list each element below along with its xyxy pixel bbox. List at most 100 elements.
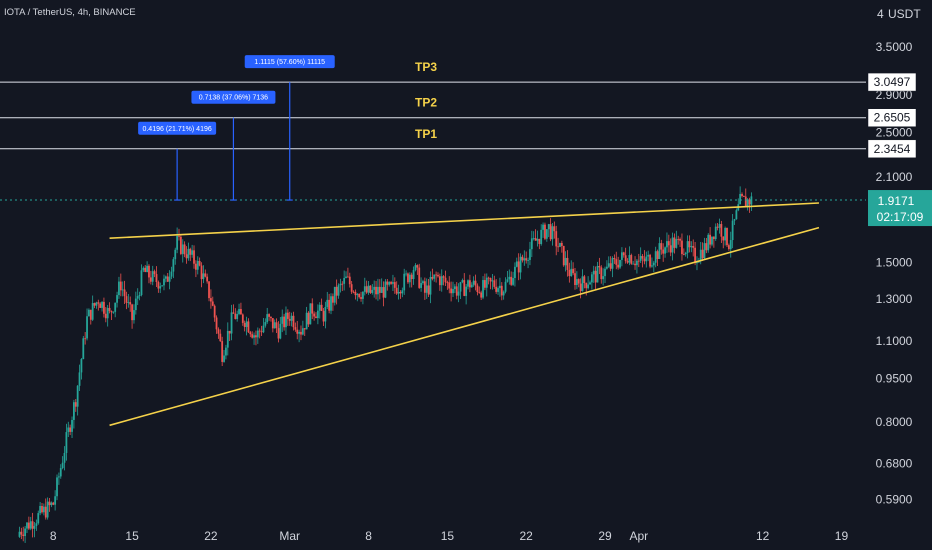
candle-body bbox=[303, 328, 306, 330]
candle-body bbox=[660, 243, 663, 250]
candle-body bbox=[350, 284, 353, 292]
candle-body bbox=[178, 235, 180, 237]
candle-body bbox=[703, 243, 706, 259]
candle-body bbox=[696, 262, 698, 264]
target-label-tp2: TP2 bbox=[415, 96, 437, 110]
candle-body bbox=[425, 285, 428, 293]
candle-body bbox=[362, 291, 364, 299]
target-price-tag bbox=[867, 139, 917, 159]
candle-body bbox=[283, 316, 285, 328]
candle-body bbox=[307, 312, 310, 325]
candle-body bbox=[69, 427, 72, 432]
candle-body bbox=[356, 293, 359, 296]
candle-body bbox=[410, 274, 413, 280]
candle-body bbox=[37, 513, 40, 524]
candle-body bbox=[405, 273, 407, 275]
candle-body bbox=[44, 506, 47, 518]
candle-body bbox=[448, 282, 451, 289]
candle-body bbox=[604, 268, 606, 277]
candle-body bbox=[328, 299, 331, 311]
candle-body bbox=[39, 505, 42, 514]
candle-body bbox=[592, 270, 595, 275]
candle-body bbox=[258, 330, 261, 332]
candle-body bbox=[31, 521, 34, 529]
x-tick-label: 19 bbox=[835, 529, 849, 543]
candle-body bbox=[594, 270, 597, 283]
candle-body bbox=[686, 241, 689, 253]
candle-body bbox=[422, 281, 424, 284]
candle-body bbox=[570, 268, 573, 277]
candle-body bbox=[380, 287, 383, 293]
candle-body bbox=[27, 522, 30, 529]
candle-body bbox=[270, 316, 272, 319]
candle-body bbox=[748, 199, 751, 205]
candle-body bbox=[504, 281, 507, 292]
candle-body bbox=[20, 531, 23, 535]
candle-body bbox=[617, 264, 620, 268]
candle-body bbox=[667, 241, 670, 246]
candle-body bbox=[459, 282, 462, 292]
candle-body bbox=[530, 238, 533, 250]
candle-body bbox=[575, 279, 578, 286]
y-tick-label: 0.6800 bbox=[876, 456, 913, 470]
candle-body bbox=[699, 249, 702, 261]
candle-body bbox=[671, 237, 674, 253]
candle-body bbox=[536, 238, 539, 241]
candle-body bbox=[61, 462, 64, 469]
candle-body bbox=[382, 287, 385, 298]
candle-body bbox=[487, 277, 490, 279]
candle-body bbox=[414, 265, 417, 271]
candle-body bbox=[572, 268, 575, 274]
candle-body bbox=[247, 321, 250, 333]
candle-body bbox=[416, 265, 419, 268]
measure-box bbox=[138, 121, 217, 135]
candle-body bbox=[185, 254, 188, 259]
candle-body bbox=[67, 427, 70, 433]
candle-body bbox=[112, 311, 115, 313]
candle-body bbox=[193, 250, 195, 264]
candle-body bbox=[95, 302, 98, 306]
y-tick-label: 1.5000 bbox=[876, 255, 913, 269]
candle-body bbox=[463, 280, 466, 296]
candle-body bbox=[119, 281, 122, 291]
candle-body bbox=[275, 322, 278, 329]
candle-body bbox=[634, 263, 636, 266]
candle-body bbox=[63, 452, 66, 463]
candle-body bbox=[365, 286, 368, 293]
candle-body bbox=[159, 286, 162, 289]
candle-body bbox=[56, 477, 58, 497]
x-tick-label: 22 bbox=[520, 529, 534, 543]
candle-body bbox=[388, 282, 391, 285]
candle-body bbox=[133, 310, 135, 321]
candle-body bbox=[386, 281, 389, 285]
candle-body bbox=[510, 276, 513, 285]
candle-body bbox=[611, 258, 614, 269]
candle-body bbox=[148, 265, 150, 278]
candle-body bbox=[615, 259, 618, 265]
candle-body bbox=[564, 257, 567, 266]
candle-body bbox=[93, 303, 96, 306]
candle-body bbox=[266, 314, 269, 323]
price-tags-layer: 2.3454 2.6505 3.0497 1.9171 02:17:09 bbox=[867, 72, 932, 227]
candle-body bbox=[268, 314, 270, 317]
candle-body bbox=[444, 277, 447, 283]
candle-body bbox=[622, 252, 625, 256]
candle-body bbox=[108, 307, 111, 312]
candle-body bbox=[549, 224, 552, 240]
candle-body bbox=[313, 313, 316, 317]
candle-body bbox=[240, 309, 242, 315]
candle-body bbox=[170, 271, 173, 277]
candle-body bbox=[262, 325, 265, 333]
candle-body bbox=[517, 261, 520, 273]
candle-body bbox=[221, 341, 224, 362]
target-price-tag bbox=[867, 72, 917, 92]
candle-body bbox=[149, 277, 152, 282]
currency-label[interactable]: USDT bbox=[888, 7, 921, 21]
candle-body bbox=[590, 274, 593, 283]
candle-body bbox=[566, 257, 569, 270]
candle-body bbox=[675, 238, 678, 248]
candle-body bbox=[73, 402, 75, 420]
candle-body bbox=[206, 276, 209, 282]
